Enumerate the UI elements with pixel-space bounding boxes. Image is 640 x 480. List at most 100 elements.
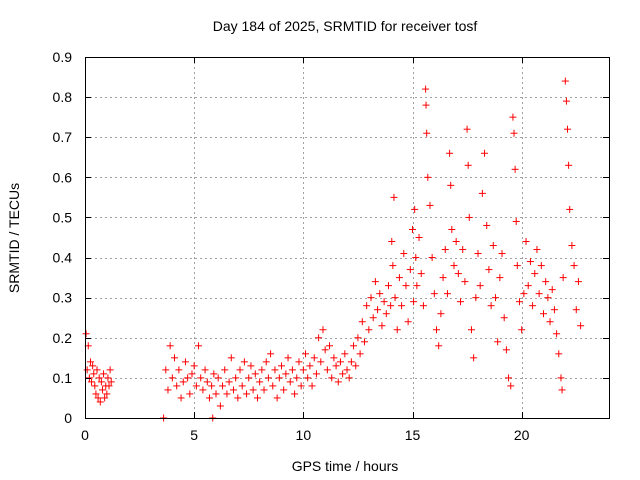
data-point — [507, 382, 515, 390]
data-point — [347, 358, 355, 366]
data-point — [537, 262, 545, 270]
data-point — [247, 362, 255, 370]
data-point — [562, 97, 570, 105]
data-point — [363, 302, 371, 310]
data-point — [437, 310, 445, 318]
data-point — [452, 238, 460, 246]
data-point — [82, 330, 90, 338]
data-point — [175, 366, 183, 374]
data-point — [223, 390, 231, 398]
data-point — [297, 382, 305, 390]
data-point — [258, 366, 266, 374]
data-point — [553, 330, 561, 338]
data-point — [212, 390, 220, 398]
data-point — [476, 282, 484, 290]
y-tick-label: 0.9 — [53, 49, 73, 65]
data-point — [101, 394, 109, 402]
data-point — [577, 322, 585, 330]
data-point — [464, 161, 472, 169]
data-point — [89, 362, 97, 370]
data-point — [502, 346, 510, 354]
data-point — [402, 282, 410, 290]
data-point — [288, 366, 296, 374]
y-tick-label: 0.3 — [53, 290, 73, 306]
data-point — [526, 258, 534, 266]
data-point — [413, 282, 421, 290]
data-point — [356, 350, 364, 358]
data-point — [419, 302, 427, 310]
data-point — [374, 306, 382, 314]
data-point — [467, 326, 475, 334]
data-point — [350, 342, 358, 350]
data-point — [195, 342, 203, 350]
data-point — [106, 366, 114, 374]
data-point — [422, 101, 430, 109]
data-point — [96, 398, 104, 406]
data-point — [481, 149, 489, 157]
data-point — [498, 250, 506, 258]
data-point — [450, 262, 458, 270]
data-point — [426, 201, 434, 209]
data-point — [304, 374, 312, 382]
data-point — [369, 314, 377, 322]
data-point — [509, 113, 517, 121]
data-point — [461, 278, 469, 286]
data-point — [243, 390, 251, 398]
data-point — [496, 274, 504, 282]
data-point — [299, 366, 307, 374]
data-point — [264, 374, 272, 382]
data-point — [186, 390, 194, 398]
chart-title: Day 184 of 2025, SRMTID for receiver tos… — [213, 18, 478, 34]
data-point — [430, 290, 438, 298]
data-point — [360, 338, 368, 346]
data-point — [533, 246, 541, 254]
data-point — [544, 294, 552, 302]
data-point — [210, 370, 218, 378]
data-point — [86, 358, 94, 366]
data-point — [336, 358, 344, 366]
data-point — [104, 374, 112, 382]
data-point — [424, 173, 432, 181]
data-point — [548, 286, 556, 294]
data-point — [332, 362, 340, 370]
data-point — [393, 326, 401, 334]
data-point — [232, 374, 240, 382]
data-point — [271, 366, 279, 374]
data-point — [221, 366, 229, 374]
y-tick-label: 0.1 — [53, 370, 73, 386]
data-point — [412, 254, 420, 262]
data-point — [190, 362, 198, 370]
data-point — [179, 378, 187, 386]
data-point — [107, 378, 115, 386]
data-point — [229, 386, 237, 394]
data-point — [505, 374, 513, 382]
data-point — [90, 370, 98, 378]
x-tick-label: 0 — [81, 427, 89, 443]
data-point — [197, 374, 205, 382]
data-point — [201, 366, 209, 374]
data-point — [570, 262, 578, 270]
data-point — [85, 374, 93, 382]
data-point — [312, 370, 320, 378]
data-point — [415, 234, 423, 241]
data-point — [395, 274, 403, 282]
data-point — [448, 225, 456, 233]
data-point — [515, 298, 523, 306]
data-point — [100, 370, 108, 378]
data-point — [550, 306, 558, 314]
data-point — [98, 386, 106, 394]
data-point — [558, 386, 566, 394]
y-tick-label: 0 — [64, 410, 72, 426]
data-point — [286, 378, 294, 386]
y-axis-label: SRMTID / TECUs — [6, 183, 22, 293]
data-point — [417, 270, 425, 278]
data-point — [205, 394, 213, 402]
data-point — [546, 318, 554, 326]
data-point — [574, 278, 582, 286]
data-point — [478, 189, 486, 197]
data-point — [400, 250, 408, 258]
data-point — [93, 366, 101, 374]
data-point — [208, 382, 216, 390]
data-point — [380, 298, 388, 306]
